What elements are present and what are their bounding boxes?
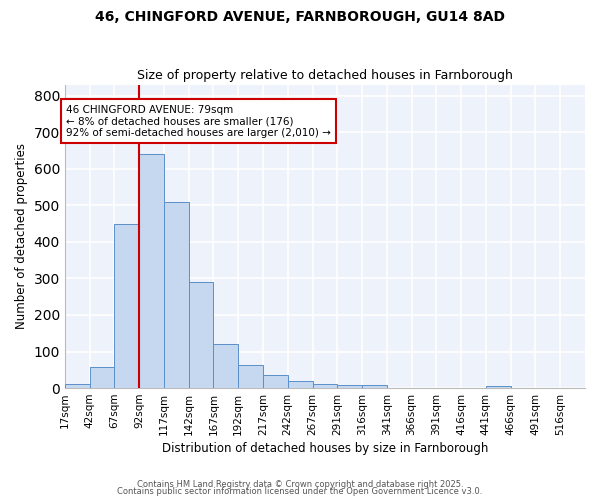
Bar <box>313 384 337 388</box>
Bar <box>337 385 362 388</box>
Bar <box>65 384 89 388</box>
Title: Size of property relative to detached houses in Farnborough: Size of property relative to detached ho… <box>137 69 513 82</box>
Bar <box>486 386 511 388</box>
Bar <box>362 385 387 388</box>
Text: Contains HM Land Registry data © Crown copyright and database right 2025.: Contains HM Land Registry data © Crown c… <box>137 480 463 489</box>
Bar <box>164 202 188 388</box>
Text: 46 CHINGFORD AVENUE: 79sqm
← 8% of detached houses are smaller (176)
92% of semi: 46 CHINGFORD AVENUE: 79sqm ← 8% of detac… <box>66 104 331 138</box>
X-axis label: Distribution of detached houses by size in Farnborough: Distribution of detached houses by size … <box>162 442 488 455</box>
Bar <box>288 381 313 388</box>
Bar <box>115 224 139 388</box>
Bar <box>238 365 263 388</box>
Y-axis label: Number of detached properties: Number of detached properties <box>15 144 28 330</box>
Text: Contains public sector information licensed under the Open Government Licence v3: Contains public sector information licen… <box>118 487 482 496</box>
Bar <box>263 376 288 388</box>
Bar <box>188 282 214 388</box>
Bar <box>89 367 115 388</box>
Text: 46, CHINGFORD AVENUE, FARNBOROUGH, GU14 8AD: 46, CHINGFORD AVENUE, FARNBOROUGH, GU14 … <box>95 10 505 24</box>
Bar <box>214 344 238 388</box>
Bar <box>139 154 164 388</box>
